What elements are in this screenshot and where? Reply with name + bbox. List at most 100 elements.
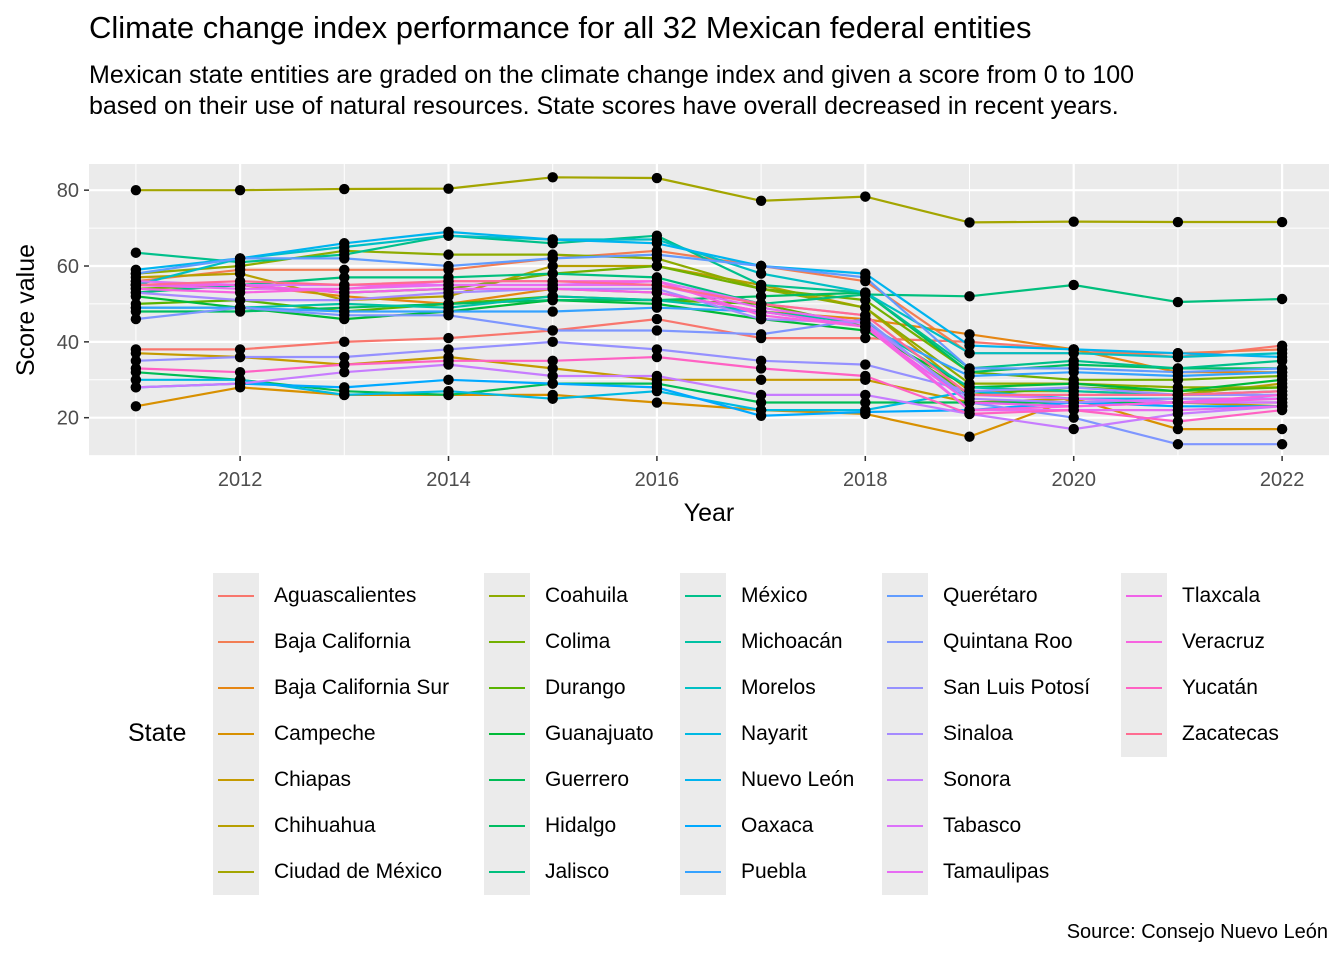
data-point (443, 374, 454, 385)
legend-label: Oaxaca (741, 814, 814, 837)
data-point (130, 268, 142, 279)
data-point (1068, 389, 1079, 401)
legend-key (484, 665, 530, 711)
y-tick-label: 40 (57, 332, 79, 354)
data-point (1068, 363, 1079, 374)
series-points (130, 172, 1288, 450)
x-tick-label: 2014 (426, 469, 471, 491)
y-tick-label: 80 (57, 180, 79, 202)
data-point (234, 275, 246, 287)
legend-key (484, 849, 530, 895)
data-point (1068, 404, 1079, 416)
data-point (964, 291, 975, 302)
legend-label: Ciudad de México (274, 860, 443, 883)
data-point (651, 397, 663, 408)
y-tick-label: 60 (57, 256, 79, 278)
legend-swatch (489, 779, 525, 781)
data-point (339, 382, 350, 393)
legend-label: Morelos (741, 676, 816, 699)
legend-swatch (685, 641, 721, 643)
legend-swatch (887, 871, 923, 873)
data-point (1172, 397, 1184, 408)
data-point (860, 310, 871, 321)
legend-label: Zacatecas (1182, 722, 1279, 745)
y-tick-label: 20 (57, 408, 79, 430)
legend-label: Guanajuato (545, 722, 654, 745)
legend-label: México (741, 584, 808, 607)
data-point (130, 355, 142, 367)
x-tick-label: 2020 (1051, 469, 1096, 491)
data-point (1068, 279, 1079, 291)
data-point (443, 183, 454, 194)
data-point (651, 279, 663, 291)
legend-swatch (887, 687, 923, 689)
data-point (1068, 216, 1079, 227)
legend-key (213, 849, 259, 895)
data-point (130, 382, 142, 393)
data-point (755, 374, 767, 385)
data-point (964, 408, 975, 420)
data-point (1276, 351, 1288, 363)
legend-key (680, 573, 726, 619)
data-point (234, 294, 246, 306)
legend-swatch (685, 687, 721, 689)
series-line (135, 272, 1283, 305)
legend-swatch (887, 641, 923, 643)
data-point (547, 325, 558, 336)
legend-key (1121, 573, 1167, 619)
data-point (234, 302, 246, 313)
legend-swatch (218, 825, 254, 827)
y-axis-title: Score value (12, 244, 40, 376)
legend-key (882, 803, 928, 849)
legend-label: Puebla (741, 860, 807, 883)
data-point (1068, 382, 1079, 393)
data-point (651, 172, 663, 184)
data-point (964, 217, 975, 228)
data-point (443, 332, 454, 344)
data-point (651, 287, 663, 298)
legend-swatch (1126, 733, 1162, 735)
series-line (135, 295, 1283, 393)
legend-key (1121, 619, 1167, 665)
legend-label: Nayarit (741, 722, 808, 745)
data-point (651, 344, 663, 355)
data-point (339, 253, 350, 264)
data-point (651, 260, 663, 272)
legend-label: Chiapas (274, 768, 352, 791)
data-point (547, 283, 558, 294)
data-point (860, 287, 871, 298)
data-point (1276, 216, 1288, 228)
legend-key (882, 711, 928, 757)
data-point (755, 291, 767, 302)
series-line (135, 230, 1283, 359)
series-line (135, 280, 1283, 412)
x-tick-label: 2016 (635, 469, 680, 491)
data-point (1172, 439, 1184, 450)
data-point (1276, 385, 1288, 397)
data-point (547, 355, 558, 367)
legend-label: Veracruz (1182, 630, 1265, 653)
data-point (443, 275, 454, 287)
legend-key (882, 665, 928, 711)
data-point (339, 366, 350, 378)
series-line (135, 363, 1283, 431)
legend-label: Nuevo León (741, 768, 855, 791)
legend-label: Aguascalientes (274, 584, 417, 607)
data-point (860, 332, 871, 344)
series-line (135, 340, 1283, 396)
data-point (547, 393, 558, 404)
data-point (755, 310, 767, 321)
data-point (964, 329, 975, 340)
data-point (443, 226, 454, 238)
legend-swatch (887, 825, 923, 827)
data-point (547, 363, 558, 374)
legend-label: Colima (545, 630, 611, 653)
data-point (860, 406, 871, 418)
data-point (651, 325, 663, 336)
data-point (651, 370, 663, 382)
x-axis: 2012 2014 2016 2018 2020 2022 (218, 456, 1304, 491)
series-line (135, 306, 1283, 446)
series-lines (135, 176, 1283, 446)
line-chart: 2012 2014 2016 2018 2020 2022 20 40 60 80 Year S… (12, 164, 1329, 527)
data-point (339, 294, 350, 306)
